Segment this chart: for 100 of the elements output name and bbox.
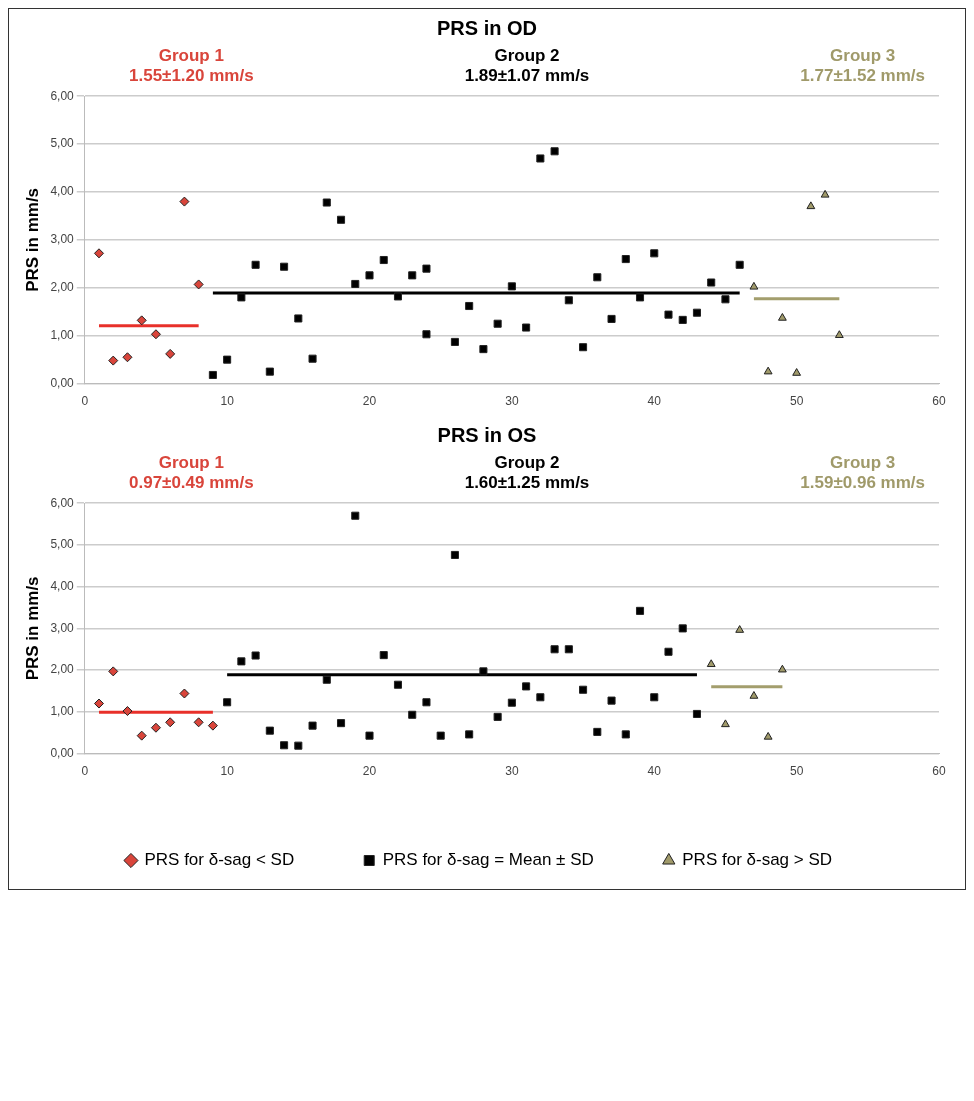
chart-title: PRS in OS (436, 424, 538, 447)
point (207, 720, 218, 731)
y-axis-title: PRS in mm/s (22, 187, 42, 292)
point (179, 688, 190, 699)
x-tick-label: 10 (220, 764, 235, 779)
point (635, 606, 645, 615)
point (351, 279, 360, 288)
point (336, 215, 346, 224)
point (763, 366, 773, 375)
point (136, 315, 147, 326)
y-tick-label: 6,00 (50, 495, 75, 510)
point (322, 198, 331, 207)
point (650, 249, 659, 258)
point (493, 319, 502, 328)
point (308, 354, 317, 363)
point (749, 691, 759, 699)
x-tick-label: 60 (932, 394, 946, 409)
point (678, 624, 687, 633)
y-tick-label: 2,00 (50, 662, 75, 677)
point (208, 370, 217, 380)
point (550, 645, 559, 654)
point (493, 712, 502, 721)
point (422, 330, 431, 339)
y-tick-label: 1,00 (50, 704, 75, 719)
point (436, 731, 445, 740)
point (777, 664, 787, 673)
point (692, 308, 701, 317)
point (664, 647, 673, 656)
point (450, 550, 459, 559)
text: Group 1 1.55±1.20 mm/s (129, 46, 254, 86)
point (465, 730, 474, 739)
x-tick-label: 0 (81, 764, 89, 779)
point (251, 260, 260, 269)
point (678, 315, 687, 324)
point (237, 293, 246, 302)
point (522, 323, 531, 332)
point (507, 282, 516, 291)
point (422, 698, 431, 707)
point (522, 682, 531, 691)
point (507, 698, 516, 707)
point (579, 343, 588, 352)
point (479, 345, 488, 354)
point (564, 296, 573, 305)
point (251, 651, 260, 660)
point (735, 625, 745, 633)
text: Group 2 1.89±1.07 mm/s (464, 46, 590, 86)
point (265, 726, 274, 735)
point (806, 201, 816, 210)
y-axis-title: PRS in mm/s (22, 576, 42, 681)
point (280, 262, 289, 271)
point (479, 667, 488, 676)
point (536, 154, 545, 163)
point (93, 248, 104, 259)
point (365, 731, 374, 740)
point (579, 685, 588, 694)
y-tick-label: 0,00 (50, 375, 75, 390)
point (294, 314, 303, 323)
point (193, 279, 204, 290)
y-tick-label: 4,00 (50, 578, 75, 593)
y-tick-label: 1,00 (50, 328, 75, 343)
point (93, 698, 104, 709)
point (150, 329, 161, 340)
point (664, 310, 673, 319)
point (223, 355, 232, 364)
y-tick-label: 4,00 (50, 184, 75, 199)
point (607, 314, 616, 323)
x-tick-label: 10 (220, 394, 235, 409)
x-tick-label: 40 (647, 764, 662, 779)
point (621, 255, 630, 264)
point (635, 293, 645, 302)
x-tick-label: 30 (505, 764, 519, 779)
point (735, 260, 744, 269)
point (749, 281, 759, 290)
legend-label: PRS for δ-sag < SD (144, 850, 295, 870)
point (393, 292, 403, 301)
text: Group 3 1.77±1.52 mm/s (800, 46, 925, 86)
text: Group 1 0.97±0.49 mm/s (129, 453, 254, 493)
point (237, 657, 246, 666)
x-tick-label: 50 (789, 764, 804, 779)
point (408, 710, 417, 719)
y-tick-label: 6,00 (50, 88, 75, 103)
point (179, 196, 190, 207)
y-tick-label: 5,00 (50, 136, 75, 151)
y-tick-label: 3,00 (50, 620, 75, 635)
point (165, 717, 176, 728)
point (122, 352, 133, 363)
point (763, 731, 773, 740)
point (536, 693, 545, 702)
point (777, 312, 787, 321)
point (465, 301, 474, 311)
point (422, 264, 431, 273)
x-tick-label: 20 (362, 764, 377, 779)
point (550, 147, 559, 156)
point (322, 675, 331, 684)
point (792, 368, 802, 376)
point (692, 709, 701, 718)
x-tick-label: 0 (81, 394, 89, 409)
y-tick-label: 3,00 (50, 232, 75, 247)
x-tick-label: 20 (362, 394, 377, 409)
point (706, 659, 716, 668)
